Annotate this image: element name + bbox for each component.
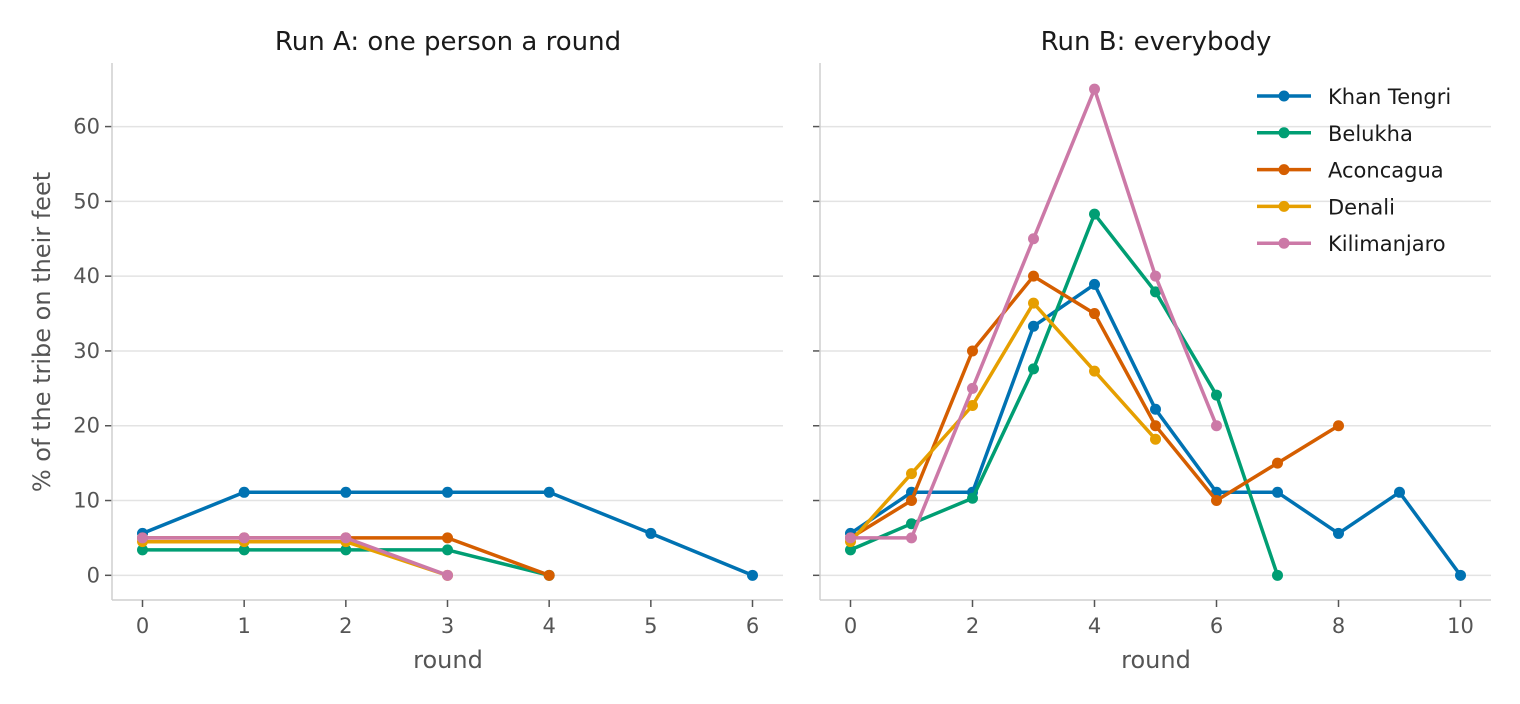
legend-label-belukha: Belukha — [1328, 122, 1413, 146]
data-point-khan-tengri — [1272, 486, 1283, 498]
data-point-aconcagua — [1211, 495, 1222, 507]
legend-marker-aconcagua — [1278, 164, 1290, 176]
panel-a-ylabel: % of the tribe on their feet — [28, 172, 56, 492]
data-point-khan-tengri — [645, 527, 657, 539]
data-point-aconcagua — [1150, 420, 1161, 432]
y-tick-label: 50 — [73, 189, 100, 213]
data-point-belukha — [137, 544, 148, 556]
data-point-khan-tengri — [442, 486, 453, 498]
x-tick-label: 6 — [1210, 614, 1223, 638]
panel-run-b: Run B: everybody round 0 2 4 6 8 10 Khan Tengr… — [813, 27, 1491, 674]
data-point-khan-tengri — [1089, 278, 1100, 290]
x-tick-label: 4 — [1088, 614, 1101, 638]
data-point-aconcagua — [1028, 270, 1039, 282]
x-tick-label: 0 — [844, 614, 857, 638]
y-tick-label: 20 — [73, 414, 100, 438]
x-tick-label: 2 — [966, 614, 979, 638]
y-tick-label: 0 — [87, 563, 100, 587]
y-tick-label: 30 — [73, 339, 100, 363]
legend-marker-khan-tengri — [1278, 90, 1290, 102]
data-point-kilimanjaro — [1211, 420, 1222, 432]
data-point-belukha — [1211, 389, 1222, 401]
panel-b-title: Run B: everybody — [1041, 27, 1272, 57]
x-tick-label: 0 — [136, 614, 149, 638]
legend-label-kilimanjaro: Kilimanjaro — [1328, 232, 1446, 256]
data-point-belukha — [442, 544, 453, 556]
x-tick-label: 5 — [644, 614, 657, 638]
data-point-khan-tengri — [238, 486, 250, 498]
legend-label-aconcagua: Aconcagua — [1328, 159, 1444, 183]
x-tick-label: 10 — [1447, 614, 1474, 638]
data-point-kilimanjaro — [442, 569, 453, 581]
legend-label-khan-tengri: Khan Tengri — [1328, 85, 1451, 109]
legend-marker-denali — [1278, 200, 1290, 212]
y-tick-label: 60 — [73, 115, 100, 139]
data-point-kilimanjaro — [967, 382, 978, 394]
data-point-kilimanjaro — [1150, 270, 1161, 282]
x-tick-label: 3 — [441, 614, 454, 638]
data-point-aconcagua — [967, 345, 978, 357]
panel-a-title: Run A: one person a round — [275, 27, 621, 57]
panel-b-xlabel: round — [1121, 646, 1191, 674]
data-point-aconcagua — [1333, 420, 1344, 432]
data-point-kilimanjaro — [340, 532, 352, 544]
panel-a-xlabel: round — [413, 646, 483, 674]
x-tick-label: 2 — [339, 614, 352, 638]
series-line-kilimanjaro — [142, 536, 449, 577]
data-point-khan-tengri — [340, 486, 352, 498]
series-line-denali — [142, 539, 449, 577]
data-point-kilimanjaro — [238, 532, 250, 544]
legend-marker-belukha — [1278, 127, 1290, 139]
data-point-khan-tengri — [1394, 486, 1405, 498]
data-point-kilimanjaro — [1089, 83, 1100, 95]
data-point-kilimanjaro — [845, 532, 856, 544]
legend-label-denali: Denali — [1328, 195, 1395, 219]
data-point-belukha — [238, 544, 250, 556]
data-point-denali — [1028, 297, 1039, 309]
data-point-khan-tengri — [1333, 527, 1344, 539]
series-line-belukha — [849, 212, 1280, 576]
x-tick-label: 6 — [746, 614, 759, 638]
data-point-belukha — [1272, 569, 1283, 581]
panel-run-a: Run A: one person a round % of the tribe… — [28, 27, 783, 674]
data-point-khan-tengri — [747, 569, 758, 581]
data-point-aconcagua — [543, 569, 555, 581]
data-point-belukha — [1150, 286, 1161, 298]
series-line-kilimanjaro — [850, 87, 1219, 540]
data-point-belukha — [340, 544, 352, 556]
data-point-denali — [1089, 365, 1100, 377]
y-tick-label: 40 — [73, 264, 100, 288]
data-point-denali — [906, 468, 917, 480]
data-point-khan-tengri — [1455, 569, 1466, 581]
data-point-aconcagua — [1272, 457, 1283, 469]
data-point-aconcagua — [1089, 308, 1100, 320]
x-tick-label: 1 — [237, 614, 250, 638]
data-point-khan-tengri — [1150, 403, 1161, 415]
data-point-aconcagua — [442, 532, 453, 544]
data-point-aconcagua — [906, 495, 917, 507]
legend: Khan Tengri Belukha Aconcagua Denali Kiliman… — [1257, 85, 1451, 256]
data-point-belukha — [906, 518, 917, 530]
y-tick-label: 10 — [73, 489, 100, 513]
data-point-kilimanjaro — [1028, 233, 1039, 245]
data-point-denali — [967, 400, 978, 412]
data-point-belukha — [1028, 363, 1039, 375]
x-tick-label: 4 — [542, 614, 555, 638]
data-point-belukha — [967, 492, 978, 504]
data-point-belukha — [845, 544, 856, 556]
data-point-kilimanjaro — [906, 532, 917, 544]
data-point-kilimanjaro — [137, 532, 148, 544]
x-tick-label: 8 — [1332, 614, 1345, 638]
data-point-belukha — [1089, 208, 1100, 220]
data-point-khan-tengri — [1028, 320, 1039, 332]
legend-marker-kilimanjaro — [1278, 237, 1290, 249]
series-line-denali — [849, 301, 1157, 543]
data-point-khan-tengri — [543, 486, 555, 498]
data-point-denali — [1150, 433, 1161, 445]
